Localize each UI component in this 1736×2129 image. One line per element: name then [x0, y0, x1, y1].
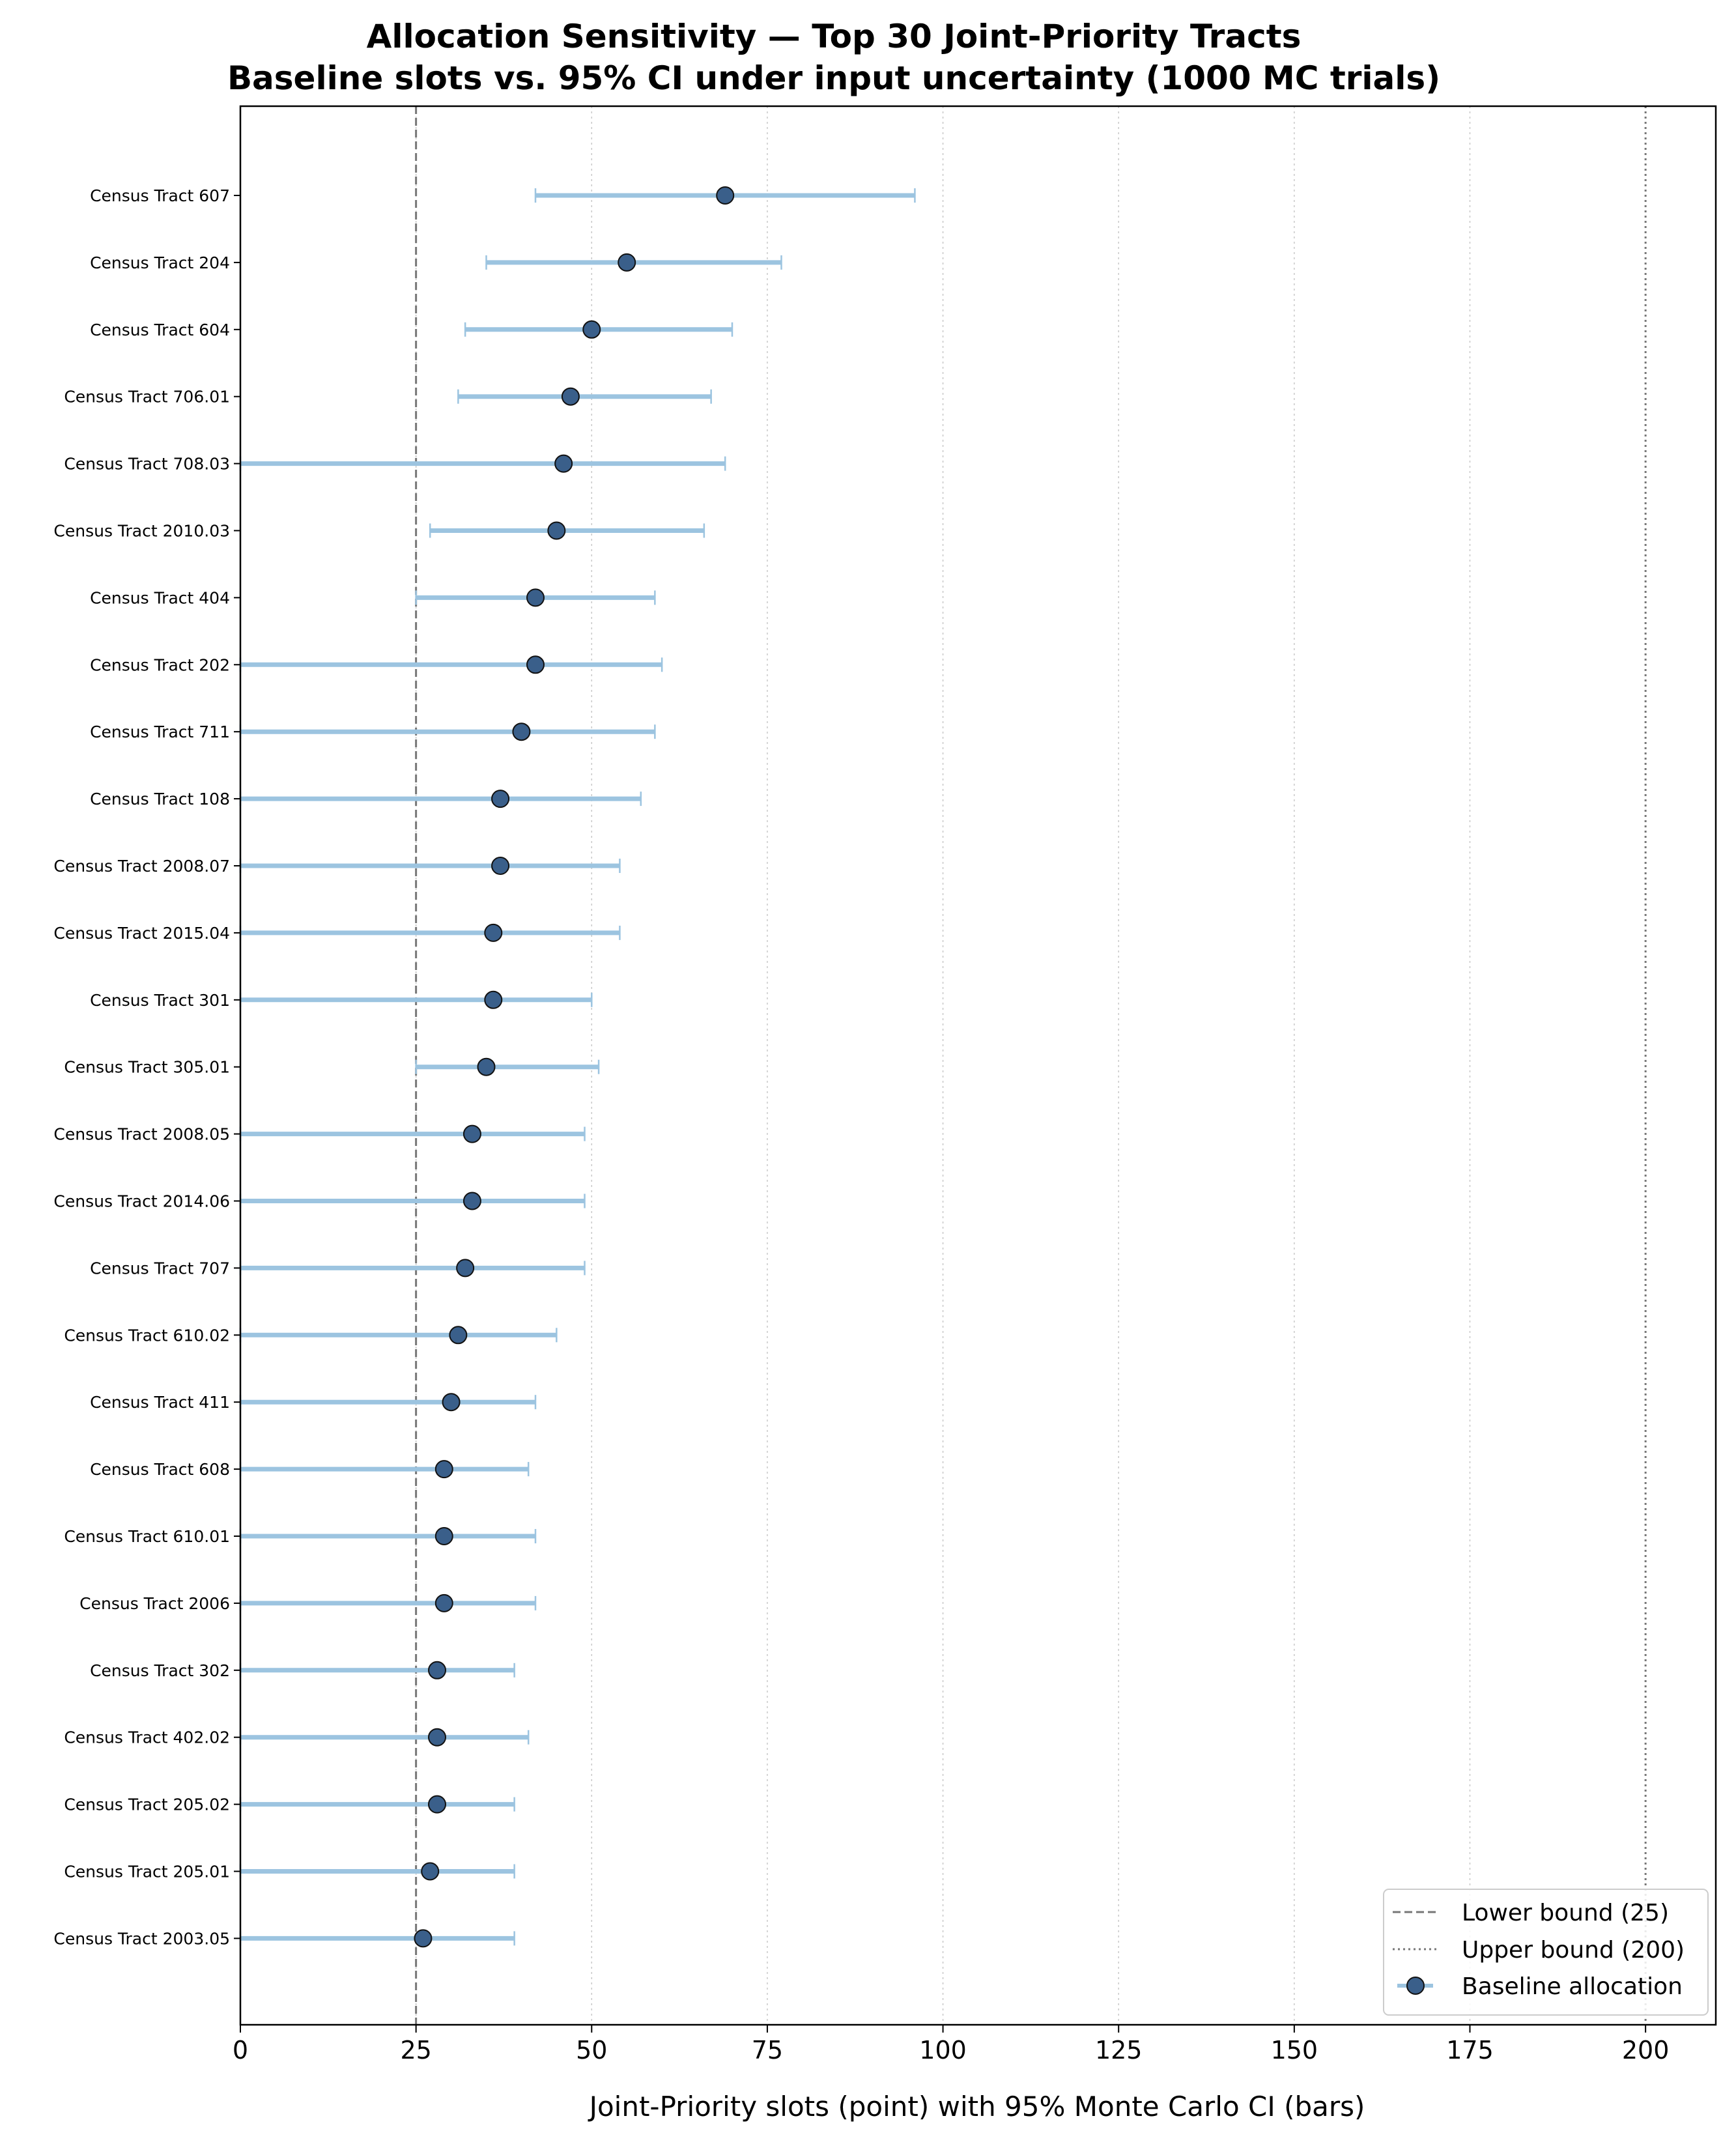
- baseline-point: [462, 1124, 481, 1143]
- baseline-point: [428, 1728, 446, 1747]
- y-tick-label: Census Tract 708.03: [64, 455, 230, 474]
- baseline-point: [414, 1929, 433, 1948]
- x-tick-label: 175: [1446, 2036, 1494, 2065]
- x-tick-label: 150: [1271, 2036, 1318, 2065]
- y-tick-label: Census Tract 604: [90, 321, 230, 339]
- y-tick-label: Census Tract 302: [90, 1661, 230, 1680]
- x-tick-label: 0: [233, 2036, 248, 2065]
- legend: Lower bound (25) Upper bound (200) Basel…: [1383, 1889, 1709, 2016]
- chart-title: Allocation Sensitivity — Top 30 Joint-Pr…: [227, 18, 1440, 97]
- baseline-point: [547, 521, 566, 540]
- baseline-points: [414, 186, 735, 1948]
- y-tick-label: Census Tract 202: [90, 655, 230, 674]
- y-tick-label: Census Tract 2010.03: [53, 522, 230, 541]
- y-tick-label: Census Tract 610.02: [64, 1326, 230, 1345]
- y-tick-label: Census Tract 707: [90, 1259, 230, 1278]
- y-tick-label: Census Tract 205.02: [64, 1795, 230, 1814]
- baseline-point: [716, 186, 735, 205]
- x-tick-label: 75: [752, 2036, 783, 2065]
- baseline-point: [421, 1862, 440, 1881]
- y-tick-label: Census Tract 2006: [79, 1594, 230, 1613]
- y-tick-label: Census Tract 404: [90, 588, 230, 607]
- y-tick-label: Census Tract 402.02: [64, 1728, 230, 1747]
- legend-upper-bound-label: Upper bound (200): [1462, 1937, 1685, 1964]
- legend-lower-bound-label: Lower bound (25): [1462, 1900, 1669, 1926]
- y-tick-label: Census Tract 2008.07: [53, 857, 230, 876]
- legend-box: [1383, 1889, 1709, 2016]
- y-tick-label: Census Tract 2015.04: [53, 924, 230, 943]
- baseline-point: [462, 1192, 481, 1210]
- baseline-point: [491, 857, 510, 875]
- x-tick-label: 125: [1095, 2036, 1143, 2065]
- y-tick-label: Census Tract 2014.06: [53, 1192, 230, 1211]
- y-tick-label: Census Tract 108: [90, 790, 230, 808]
- y-tick-label: Census Tract 2003.05: [53, 1929, 230, 1948]
- baseline-point: [428, 1795, 446, 1814]
- baseline-point: [491, 790, 510, 808]
- x-tick-label: 25: [400, 2036, 431, 2065]
- baseline-point: [484, 923, 503, 942]
- baseline-point: [618, 253, 636, 272]
- x-axis-ticks: 0 25 50 75 100 125 150 175 200: [233, 2025, 1670, 2065]
- y-tick-label: Census Tract 301: [90, 991, 230, 1010]
- x-tick-label: 100: [919, 2036, 967, 2065]
- x-tick-label: 200: [1622, 2036, 1670, 2065]
- baseline-point: [434, 1593, 453, 1612]
- legend-point-swatch: [1406, 1977, 1425, 1995]
- plot-frame: [239, 105, 1717, 2026]
- baseline-point: [512, 722, 531, 741]
- baseline-point: [428, 1661, 446, 1679]
- y-tick-label: Census Tract 204: [90, 253, 230, 272]
- baseline-point: [434, 1460, 453, 1479]
- baseline-point: [526, 588, 545, 607]
- bound-lines: [415, 106, 1647, 2025]
- baseline-point: [434, 1527, 453, 1545]
- y-tick-label: Census Tract 706.01: [64, 388, 230, 407]
- baseline-point: [582, 320, 601, 339]
- y-tick-label: Census Tract 610.01: [64, 1527, 230, 1546]
- baseline-point: [484, 990, 503, 1009]
- baseline-point: [554, 454, 573, 473]
- baseline-point: [477, 1057, 496, 1076]
- y-axis-ticks: Census Tract 607 Census Tract 204 Census T…: [53, 186, 240, 1948]
- x-axis-label: Joint-Priority slots (point) with 95% Mo…: [588, 2091, 1365, 2122]
- x-tick-label: 50: [576, 2036, 607, 2065]
- baseline-point: [456, 1259, 475, 1278]
- y-tick-label: Census Tract 711: [90, 722, 230, 741]
- baseline-point: [561, 387, 580, 406]
- y-tick-label: Census Tract 205.01: [64, 1863, 230, 1881]
- baseline-point: [449, 1326, 468, 1345]
- y-tick-label: Census Tract 411: [90, 1393, 230, 1412]
- baseline-point: [442, 1393, 461, 1412]
- chart-title-text: Allocation Sensitivity — Top 30 Joint-Pr…: [367, 18, 1302, 55]
- y-tick-label: Census Tract 2008.05: [53, 1125, 230, 1144]
- legend-baseline-label: Baseline allocation: [1462, 1973, 1683, 2000]
- y-tick-label: Census Tract 607: [90, 186, 230, 205]
- y-tick-label: Census Tract 608: [90, 1460, 230, 1479]
- chart-subtitle-text: Baseline slots vs. 95% CI under input un…: [227, 59, 1440, 97]
- baseline-point: [526, 655, 545, 674]
- y-tick-label: Census Tract 305.01: [64, 1058, 230, 1077]
